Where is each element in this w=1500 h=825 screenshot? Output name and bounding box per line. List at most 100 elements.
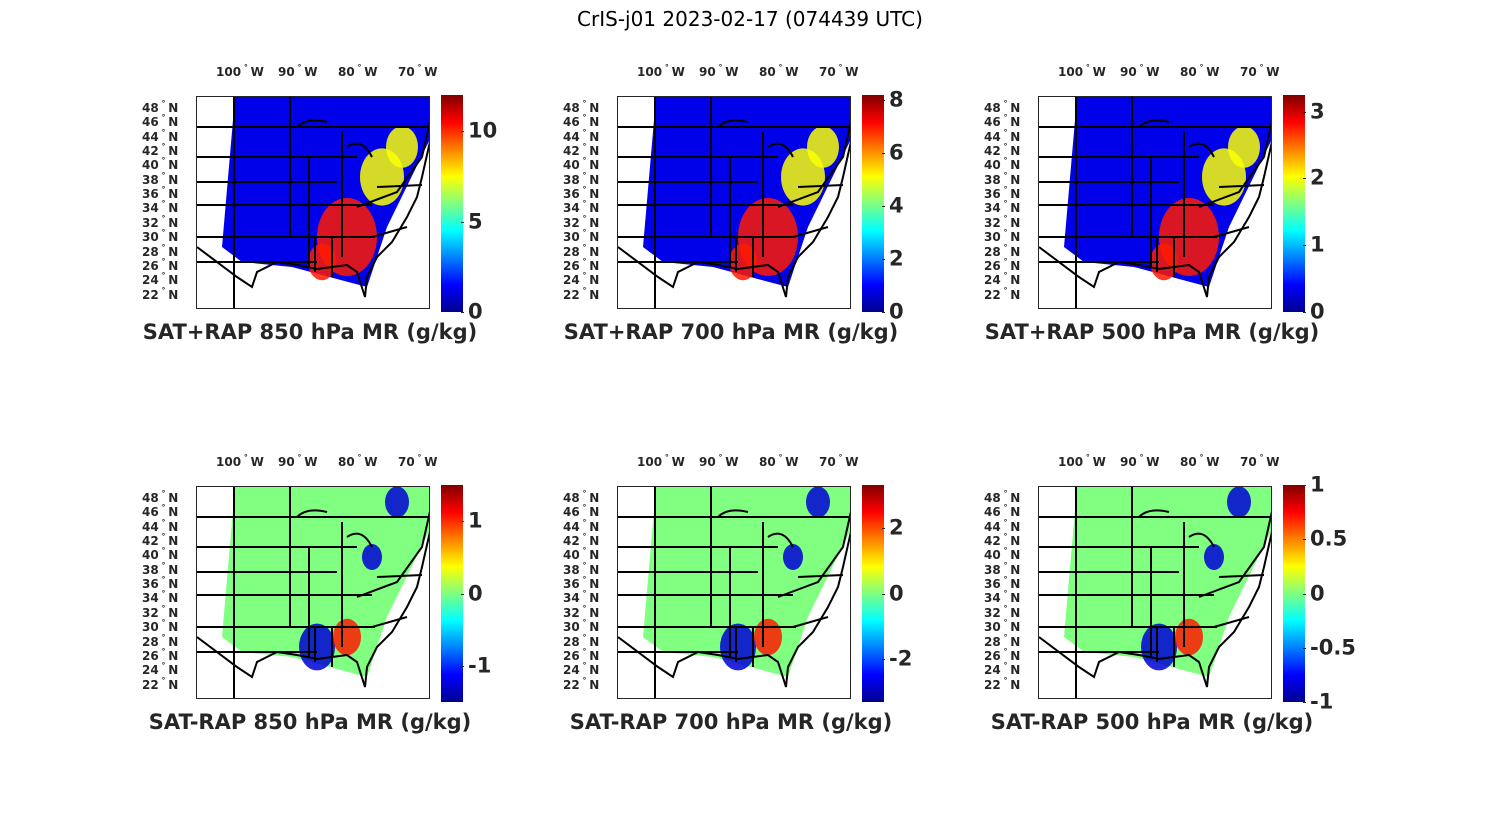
lat-tick-label: 34 ° N — [142, 589, 179, 606]
lon-tick-label: 100 ° W — [637, 453, 685, 469]
lon-tick-label: 90 ° W — [278, 63, 318, 79]
state-boundaries — [197, 97, 429, 308]
lat-tick-label: 46 ° N — [563, 503, 600, 520]
lat-tick-label: 26 ° N — [142, 646, 179, 663]
lat-tick-label: 30 ° N — [984, 228, 1021, 245]
lon-tick-label: 90 ° W — [1120, 63, 1160, 79]
lat-tick-label: 32 ° N — [984, 603, 1021, 620]
state-boundaries — [618, 487, 850, 698]
lat-tick-label: 36 ° N — [142, 185, 179, 202]
map-panel: 100 ° W 90 ° W 80 ° W 70 ° W 48 ° N 46 ° N 44 … — [541, 445, 921, 745]
colorbar — [441, 485, 463, 702]
panel-title: SAT-RAP 700 hPa MR (g/kg) — [569, 710, 893, 734]
lat-tick-label: 46 ° N — [984, 113, 1021, 130]
state-boundaries — [1039, 97, 1271, 308]
lat-tick-label: 46 ° N — [984, 503, 1021, 520]
lat-tick-label: 26 ° N — [563, 256, 600, 273]
map-axes — [617, 486, 851, 699]
lat-tick-label: 22 ° N — [142, 675, 179, 692]
colorbar-tick-mark — [1303, 702, 1306, 703]
colorbar-tick-label: 0.5 — [1310, 526, 1348, 551]
panel-title: SAT-RAP 500 hPa MR (g/kg) — [990, 710, 1314, 734]
lat-tick-label: 30 ° N — [563, 618, 600, 635]
colorbar-tick-label: 2 — [889, 515, 904, 540]
lat-tick-label: 32 ° N — [563, 213, 600, 230]
lat-tick-label: 42 ° N — [142, 532, 179, 549]
lat-tick-label: 30 ° N — [142, 618, 179, 635]
lat-tick-label: 28 ° N — [142, 242, 179, 259]
coastline — [1039, 531, 1271, 688]
lon-tick-label: 70 ° W — [1240, 63, 1280, 79]
field-blob — [1175, 618, 1203, 656]
lat-tick-label: 44 ° N — [984, 517, 1021, 534]
map-axes — [1038, 486, 1272, 699]
map-panel: 100 ° W 90 ° W 80 ° W 70 ° W 48 ° N 46 ° N 44 … — [541, 55, 921, 355]
lat-tick-label: 26 ° N — [142, 256, 179, 273]
colorbar-tick-mark — [882, 100, 885, 102]
field-blob — [720, 623, 756, 671]
field-blob — [1204, 544, 1224, 570]
panel-title: SAT-RAP 850 hPa MR (g/kg) — [148, 710, 472, 734]
colorbar-tick-label: 6 — [889, 140, 904, 165]
lat-tick-label: 42 ° N — [563, 532, 600, 549]
lat-tick-label: 44 ° N — [142, 517, 179, 534]
lat-tick-label: 40 ° N — [563, 156, 600, 173]
lat-tick-label: 40 ° N — [984, 156, 1021, 173]
coastline — [618, 141, 850, 298]
colorbar-tick-label: 4 — [889, 193, 904, 218]
lat-tick-label: 46 ° N — [142, 113, 179, 130]
colorbar-tick-label: 1 — [468, 508, 483, 533]
colorbar-tick-label: 2 — [1310, 165, 1325, 190]
lat-tick-label: 44 ° N — [142, 127, 179, 144]
colorbar-tick-label: 1 — [1310, 232, 1325, 257]
lat-tick-label: 38 ° N — [984, 560, 1021, 577]
lon-tick-label: 80 ° W — [338, 63, 378, 79]
lat-tick-label: 32 ° N — [142, 603, 179, 620]
map-field — [618, 487, 850, 698]
colorbar-tick-mark — [461, 312, 464, 313]
state-boundaries — [618, 97, 850, 308]
lon-tick-label: 70 ° W — [1240, 453, 1280, 469]
lon-tick-label: 90 ° W — [699, 453, 739, 469]
lon-tick-label: 80 ° W — [338, 453, 378, 469]
colorbar-tick-mark — [882, 206, 885, 208]
map-axes — [196, 96, 430, 309]
map-field — [197, 97, 429, 308]
colorbar-tick-label: -1 — [468, 653, 492, 678]
lon-tick-label: 70 ° W — [398, 453, 438, 469]
lat-tick-label: 22 ° N — [984, 675, 1021, 692]
data-swath — [643, 487, 850, 677]
colorbar-tick-label: -0.5 — [1310, 635, 1356, 660]
colorbar-tick-mark — [882, 527, 885, 529]
lat-tick-label: 28 ° N — [142, 632, 179, 649]
lat-tick-label: 24 ° N — [984, 271, 1021, 288]
colorbar-tick-label: -1 — [1310, 689, 1334, 714]
lat-tick-label: 40 ° N — [984, 546, 1021, 563]
colorbar-tick-label: 0 — [1310, 299, 1325, 324]
field-blob — [1227, 487, 1251, 518]
colorbar-tick-label: 0 — [468, 299, 483, 324]
colorbar-tick-mark — [1303, 245, 1306, 247]
lat-tick-label: 22 ° N — [984, 285, 1021, 302]
lat-tick-label: 26 ° N — [563, 646, 600, 663]
lat-tick-label: 30 ° N — [142, 228, 179, 245]
field-blob — [385, 487, 409, 518]
lat-tick-label: 34 ° N — [984, 199, 1021, 216]
data-swath — [643, 97, 850, 287]
colorbar-tick-label: -2 — [889, 646, 913, 671]
lat-tick-label: 38 ° N — [984, 170, 1021, 187]
lat-tick-label: 46 ° N — [142, 503, 179, 520]
map-field — [197, 487, 429, 698]
lon-tick-label: 100 ° W — [1058, 453, 1106, 469]
lat-tick-label: 24 ° N — [984, 661, 1021, 678]
lat-tick-label: 22 ° N — [563, 285, 600, 302]
panel-title: SAT+RAP 500 hPa MR (g/kg) — [984, 320, 1320, 344]
colorbar-tick-mark — [882, 593, 885, 595]
data-swath — [222, 97, 429, 287]
lat-tick-label: 44 ° N — [563, 517, 600, 534]
lat-tick-label: 30 ° N — [563, 228, 600, 245]
lat-tick-label: 38 ° N — [142, 170, 179, 187]
colorbar-tick-mark — [1303, 593, 1306, 595]
lat-tick-label: 36 ° N — [563, 185, 600, 202]
lat-tick-label: 36 ° N — [984, 185, 1021, 202]
